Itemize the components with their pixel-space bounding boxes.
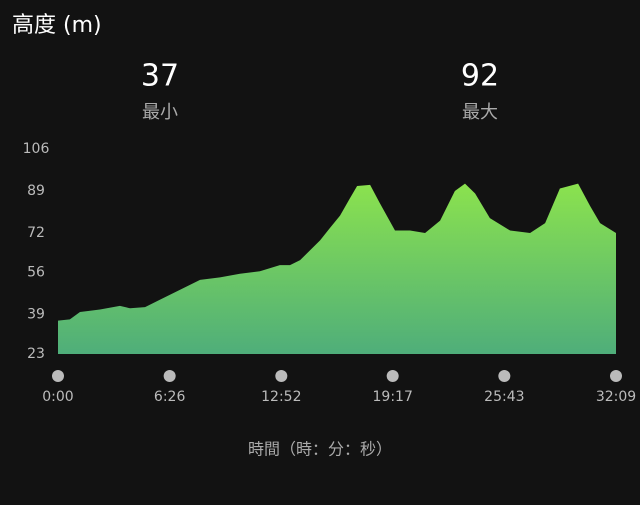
x-tick-label: 32:09 — [596, 389, 636, 405]
x-tick-dot — [610, 370, 622, 382]
x-tick-label: 25:43 — [484, 389, 524, 405]
stat-value: 37 — [141, 59, 179, 94]
y-tick-label: 89 — [27, 183, 45, 199]
elevation-area — [58, 183, 616, 354]
y-tick-label: 23 — [27, 346, 45, 362]
y-tick-label: 39 — [27, 306, 45, 322]
x-tick-label: 6:26 — [154, 389, 186, 405]
y-tick-label: 56 — [27, 264, 45, 280]
stat-value: 92 — [461, 59, 499, 94]
stat-label: 最大 — [462, 102, 498, 123]
chart-title: 高度 (m) — [12, 13, 102, 38]
y-tick-label: 72 — [27, 225, 45, 241]
x-tick-label: 19:17 — [373, 389, 413, 405]
x-tick-label: 0:00 — [42, 389, 73, 405]
x-tick-dot — [52, 370, 64, 382]
stat-label: 最小 — [142, 102, 178, 123]
x-tick-label: 12:52 — [261, 389, 301, 405]
x-axis-label: 時間（時：分：秒） — [248, 440, 392, 459]
x-tick-dot — [386, 370, 399, 382]
y-tick-label: 106 — [23, 141, 50, 157]
x-tick-dot — [498, 370, 511, 382]
x-tick-dot — [275, 370, 288, 382]
x-tick-dot — [163, 370, 176, 382]
